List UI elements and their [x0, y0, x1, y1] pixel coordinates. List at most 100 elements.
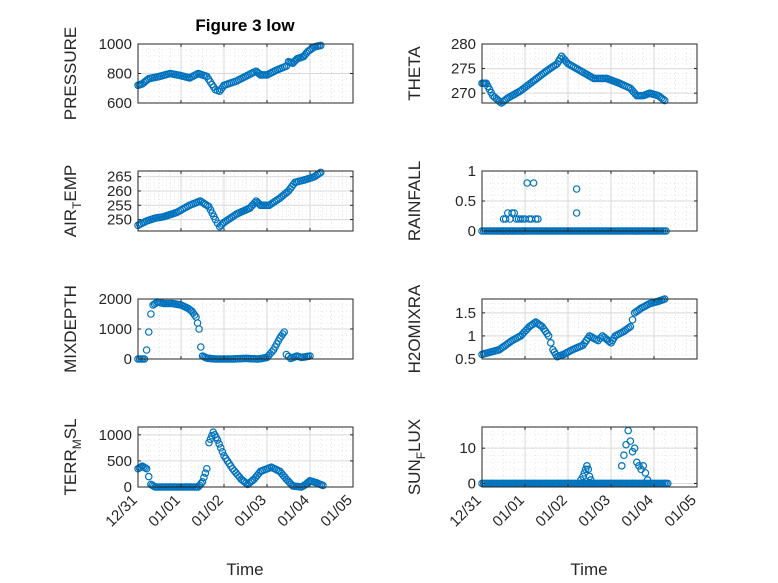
data-point [144, 472, 153, 481]
data-point [144, 328, 153, 336]
y-tick-label: 0 [124, 479, 132, 496]
y-tick-label: 1 [468, 163, 476, 180]
data-point [213, 436, 222, 444]
data-point [624, 324, 633, 332]
data-point [319, 481, 327, 490]
data-point [508, 209, 516, 217]
data-point [583, 462, 591, 470]
x-tick-label: 01/03 [231, 492, 270, 531]
data-point [198, 477, 207, 486]
data-point [584, 465, 593, 474]
data-point [203, 464, 211, 473]
subplot-theta: 270 275 280 THETA [405, 36, 698, 107]
data-point [660, 96, 669, 105]
data-point [534, 215, 542, 223]
axes-box [137, 426, 354, 488]
y-axis-label: THETA [405, 46, 424, 101]
y-axis-label: PRESSURE [61, 27, 80, 121]
data-point [147, 310, 155, 318]
data-point [617, 462, 626, 470]
x-tick-label: 01/03 [575, 492, 614, 531]
x-tick-label: 01/05 [661, 492, 700, 531]
data-point [278, 330, 287, 338]
y-tick-label: 1 [468, 328, 476, 345]
axes-box [481, 298, 698, 360]
y-tick-label: 800 [107, 66, 132, 83]
data-point [218, 447, 227, 456]
data-point [516, 215, 525, 223]
data-point [639, 462, 648, 470]
data-point [216, 444, 225, 452]
y-axis-label: MIXDEPTH [61, 285, 80, 373]
subplot-sun_flux: 0 10 12/31 01/01 01/02 01/03 01/04 01/05 SUNFLUX [405, 419, 700, 531]
subplot-pressure: 600 800 1000 PRESSURE [61, 27, 354, 121]
y-tick-label: 1000 [99, 427, 132, 444]
data-point [586, 476, 595, 484]
data-point [594, 336, 602, 345]
data-point [626, 437, 635, 445]
y-tick-label: 10 [459, 440, 476, 457]
y-tick-label: 260 [107, 183, 132, 200]
y-tick-label: 0.5 [455, 351, 476, 368]
data-point [529, 179, 538, 187]
axes-box [137, 170, 354, 232]
y-tick-label: 1000 [99, 321, 132, 338]
x-tick-label: 12/31 [102, 492, 141, 531]
data-point [195, 325, 203, 333]
data-point [196, 343, 205, 351]
data-point [316, 168, 325, 177]
y-tick-label: 2000 [99, 291, 132, 308]
data-point [280, 328, 289, 336]
data-point [190, 311, 199, 319]
x-tick-label: 01/04 [274, 492, 313, 531]
y-tick-label: 0 [124, 351, 132, 368]
y-tick-label: 500 [107, 453, 132, 470]
data-point [622, 440, 630, 449]
data-point [572, 185, 581, 193]
data-point [572, 209, 581, 217]
y-tick-label: 270 [451, 85, 476, 102]
y-tick-label: 1.5 [455, 305, 476, 322]
y-axis-label: H2OMIXRA [405, 284, 424, 373]
y-tick-label: 0.5 [455, 193, 476, 210]
x-tick-label: 01/02 [188, 492, 227, 531]
data-point [200, 473, 208, 482]
data-point [530, 319, 538, 328]
data-point [546, 339, 555, 347]
data-point [544, 332, 553, 340]
data-point [193, 319, 202, 327]
data-point [142, 346, 151, 354]
x-tick-label: 01/01 [145, 492, 184, 531]
data-point [242, 479, 250, 487]
data-point [316, 41, 325, 50]
data-point [201, 469, 210, 477]
axes-box [481, 426, 698, 488]
data-point [620, 451, 628, 460]
x-tick-label: 01/01 [489, 492, 528, 531]
x-tick-label: 01/02 [532, 492, 571, 531]
x-tick-label: 01/04 [618, 492, 657, 531]
data-point [142, 464, 151, 473]
y-tick-label: 255 [107, 197, 132, 214]
data-point [581, 465, 590, 474]
subplot-rainfall: 0 0.5 1 RAINFALL [405, 161, 698, 241]
subplot-h2omixra: 0.5 1 1.5 H2OMIXRA [405, 284, 698, 373]
y-tick-label: 250 [107, 212, 132, 229]
x-axis-label-right: Time [570, 560, 607, 579]
data-point [628, 315, 637, 324]
y-axis-label: TERRMSL [61, 418, 84, 495]
data-point [630, 444, 639, 452]
y-tick-label: 1000 [99, 36, 132, 53]
subplot-terr_msl: 0 500 1000 12/31 01/01 01/02 01/03 01/04 01/05 TE… [61, 418, 356, 530]
y-axis-label: RAINFALL [405, 161, 424, 241]
data-point [215, 440, 223, 448]
y-tick-label: 600 [107, 95, 132, 112]
y-tick-label: 275 [451, 61, 476, 78]
axes-box [481, 43, 698, 104]
y-tick-label: 0 [468, 223, 476, 240]
data-point [626, 322, 635, 331]
x-axis-label-left: Time [226, 560, 263, 579]
